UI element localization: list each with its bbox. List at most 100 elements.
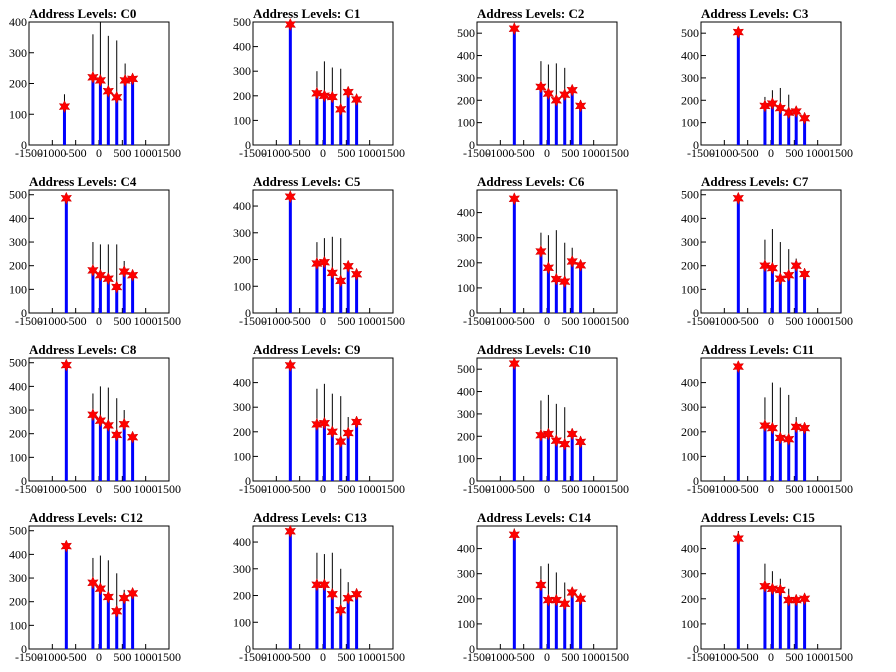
x-tick-label: 500 bbox=[113, 146, 131, 160]
histogram-bar bbox=[794, 426, 798, 481]
peak-marker bbox=[87, 408, 99, 422]
x-tick-label: -1500 bbox=[239, 314, 267, 328]
peak-marker bbox=[118, 417, 130, 431]
chart-title: Address Levels: C7 bbox=[701, 174, 809, 189]
x-tick-label: 1000 bbox=[582, 146, 606, 160]
y-tick-label: 500 bbox=[457, 362, 475, 376]
x-tick-label: 500 bbox=[561, 650, 579, 664]
chart-title: Address Levels: C2 bbox=[477, 6, 584, 21]
peak-marker bbox=[732, 191, 745, 205]
peak-marker bbox=[311, 86, 323, 100]
y-tick-label: 100 bbox=[9, 450, 27, 464]
x-tick-label: -1500 bbox=[239, 146, 267, 160]
x-tick-label: 1000 bbox=[358, 146, 382, 160]
y-tick-label: 300 bbox=[9, 571, 27, 585]
peak-marker bbox=[334, 434, 347, 449]
chart-title: Address Levels: C8 bbox=[29, 342, 137, 357]
histogram-bar bbox=[778, 278, 782, 313]
peak-marker bbox=[566, 427, 578, 441]
y-tick-label: 400 bbox=[233, 376, 251, 390]
peak-marker bbox=[774, 101, 787, 115]
histogram-bar bbox=[787, 600, 791, 649]
histogram-bar bbox=[106, 596, 110, 649]
chart-panel-3: Address Levels: C30100200300400500-1500-… bbox=[681, 6, 853, 160]
x-tick-label: 1500 bbox=[605, 482, 629, 496]
histogram-bar bbox=[563, 281, 567, 313]
y-tick-label: 400 bbox=[9, 547, 27, 561]
histogram-bar bbox=[539, 584, 543, 649]
y-tick-label: 100 bbox=[233, 449, 251, 463]
y-tick-label: 200 bbox=[681, 425, 699, 439]
chart-title: Address Levels: C6 bbox=[477, 174, 585, 189]
peak-marker bbox=[790, 259, 802, 273]
x-tick-label: -1500 bbox=[239, 482, 267, 496]
y-tick-label: 100 bbox=[681, 116, 699, 130]
y-tick-label: 200 bbox=[233, 253, 251, 267]
histogram-bar bbox=[122, 271, 126, 313]
y-tick-label: 400 bbox=[9, 15, 27, 29]
peak-marker bbox=[798, 267, 811, 281]
chart-panel-2: Address Levels: C20100200300400500-1500-… bbox=[457, 6, 629, 160]
histogram-bar bbox=[131, 593, 135, 649]
histogram-bar bbox=[794, 111, 798, 145]
y-tick-label: 0 bbox=[21, 306, 27, 320]
x-tick-label: -500 bbox=[65, 314, 87, 328]
histogram-bar bbox=[763, 105, 767, 145]
x-tick-label: -1500 bbox=[15, 650, 43, 664]
histogram-bar bbox=[346, 598, 350, 649]
y-tick-label: 300 bbox=[233, 400, 251, 414]
y-tick-label: 100 bbox=[681, 449, 699, 463]
y-tick-label: 400 bbox=[233, 199, 251, 213]
peak-marker bbox=[60, 358, 73, 372]
histogram-bar bbox=[98, 80, 102, 145]
chart-panel-8: Address Levels: C80100200300400500-1500-… bbox=[9, 342, 181, 496]
x-tick-label: -500 bbox=[737, 650, 759, 664]
x-tick-label: 1500 bbox=[157, 482, 181, 496]
histogram-bar bbox=[794, 600, 798, 649]
x-tick-label: 1000 bbox=[358, 482, 382, 496]
x-tick-label: 500 bbox=[337, 482, 355, 496]
y-tick-label: 100 bbox=[9, 282, 27, 296]
x-tick-label: 1500 bbox=[157, 314, 181, 328]
histogram-bar bbox=[288, 365, 292, 481]
histogram-bar bbox=[512, 534, 516, 649]
y-tick-label: 400 bbox=[457, 49, 475, 63]
histogram-bar bbox=[62, 106, 66, 145]
x-tick-label: 1500 bbox=[381, 146, 405, 160]
x-tick-label: 0 bbox=[768, 650, 774, 664]
histogram-bar bbox=[346, 92, 350, 145]
x-tick-label: 1500 bbox=[157, 146, 181, 160]
peak-marker bbox=[566, 254, 578, 269]
x-tick-label: 500 bbox=[785, 482, 803, 496]
histogram-bar bbox=[355, 421, 359, 481]
histogram-bar bbox=[315, 424, 319, 481]
y-tick-label: 300 bbox=[233, 64, 251, 78]
peak-marker bbox=[550, 272, 563, 286]
histogram-bar bbox=[736, 198, 740, 313]
histogram-bar bbox=[570, 261, 574, 313]
x-tick-label: 1000 bbox=[806, 146, 830, 160]
histogram-bar bbox=[131, 437, 135, 481]
histogram-bar bbox=[330, 431, 334, 481]
histogram-bar bbox=[330, 97, 334, 145]
histogram-bar bbox=[98, 588, 102, 649]
x-tick-label: 1000 bbox=[582, 650, 606, 664]
peak-marker bbox=[542, 86, 555, 101]
chart-panel-13: Address Levels: C13 0 100 200 300 400 -1500-10… bbox=[233, 510, 405, 664]
histogram-bar bbox=[106, 425, 110, 481]
x-tick-label: -1000 bbox=[262, 482, 290, 496]
histogram-bar bbox=[131, 275, 135, 313]
histogram-bar bbox=[570, 592, 574, 649]
peak-marker bbox=[766, 421, 779, 435]
x-tick-label: 1500 bbox=[381, 650, 405, 664]
x-tick-label: 1000 bbox=[134, 482, 158, 496]
y-tick-label: 200 bbox=[457, 592, 475, 606]
chart-title: Address Levels: C12 bbox=[29, 510, 143, 525]
histogram-bar bbox=[322, 95, 326, 145]
histogram-bar bbox=[315, 93, 319, 145]
histogram-bar bbox=[106, 91, 110, 145]
histogram-bar bbox=[763, 586, 767, 649]
peak-marker bbox=[759, 259, 771, 273]
y-tick-label: 200 bbox=[681, 592, 699, 606]
